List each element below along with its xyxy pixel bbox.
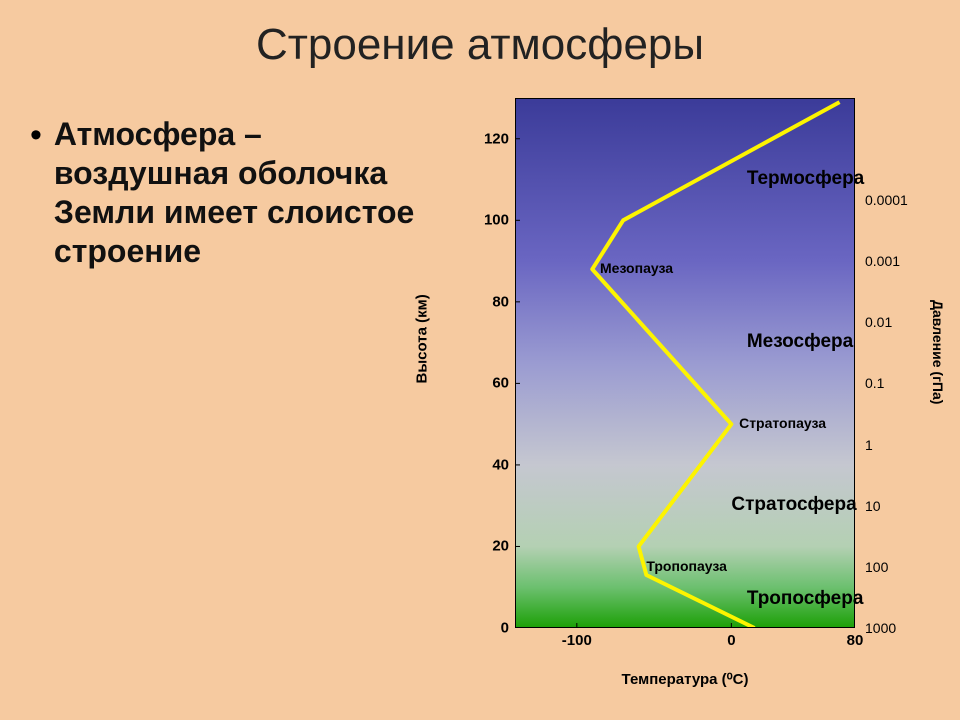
x-tick: 0 <box>727 632 735 649</box>
y-axis-label-right: Давление (гПа) <box>930 300 946 404</box>
y-tick-left: 40 <box>492 456 509 473</box>
page-title: Строение атмосферы <box>0 0 960 70</box>
y-tick-right: 0.01 <box>865 314 892 330</box>
y-tick-right: 0.0001 <box>865 192 908 208</box>
y-tick-left: 100 <box>484 212 509 229</box>
y-tick-right: 100 <box>865 559 888 575</box>
plot-area: 02040608010012010001001010.10.010.0010.0… <box>515 98 855 628</box>
bullet-text: Атмосфера – воздушная оболочка Земли име… <box>54 115 425 271</box>
layer-label: Мезосфера <box>747 331 853 353</box>
layer-label: Тропосфера <box>747 588 864 610</box>
atmosphere-chart: Высота (км) Давление (гПа) Температура (… <box>430 90 940 690</box>
layer-label: Мезопауза <box>600 260 673 276</box>
bullet-dot: • <box>30 115 42 271</box>
y-axis-label-left: Высота (км) <box>414 294 431 383</box>
layer-label: Стратосфера <box>731 494 856 516</box>
bullet-block: • Атмосфера – воздушная оболочка Земли и… <box>30 115 425 271</box>
x-tick: 80 <box>847 632 864 649</box>
layer-label: Термосфера <box>747 168 864 190</box>
y-tick-left: 80 <box>492 293 509 310</box>
y-tick-right: 1000 <box>865 620 896 636</box>
y-tick-right: 0.001 <box>865 253 900 269</box>
y-tick-left: 0 <box>501 620 509 637</box>
x-tick: -100 <box>562 632 592 649</box>
y-tick-right: 1 <box>865 437 873 453</box>
y-tick-left: 60 <box>492 375 509 392</box>
y-tick-right: 0.1 <box>865 375 884 391</box>
y-tick-left: 120 <box>484 130 509 147</box>
y-tick-left: 20 <box>492 538 509 555</box>
y-tick-right: 10 <box>865 498 881 514</box>
layer-label: Тропопауза <box>646 558 727 574</box>
x-axis-label: Температура (⁰C) <box>430 670 940 688</box>
layer-label: Стратопауза <box>739 415 826 431</box>
